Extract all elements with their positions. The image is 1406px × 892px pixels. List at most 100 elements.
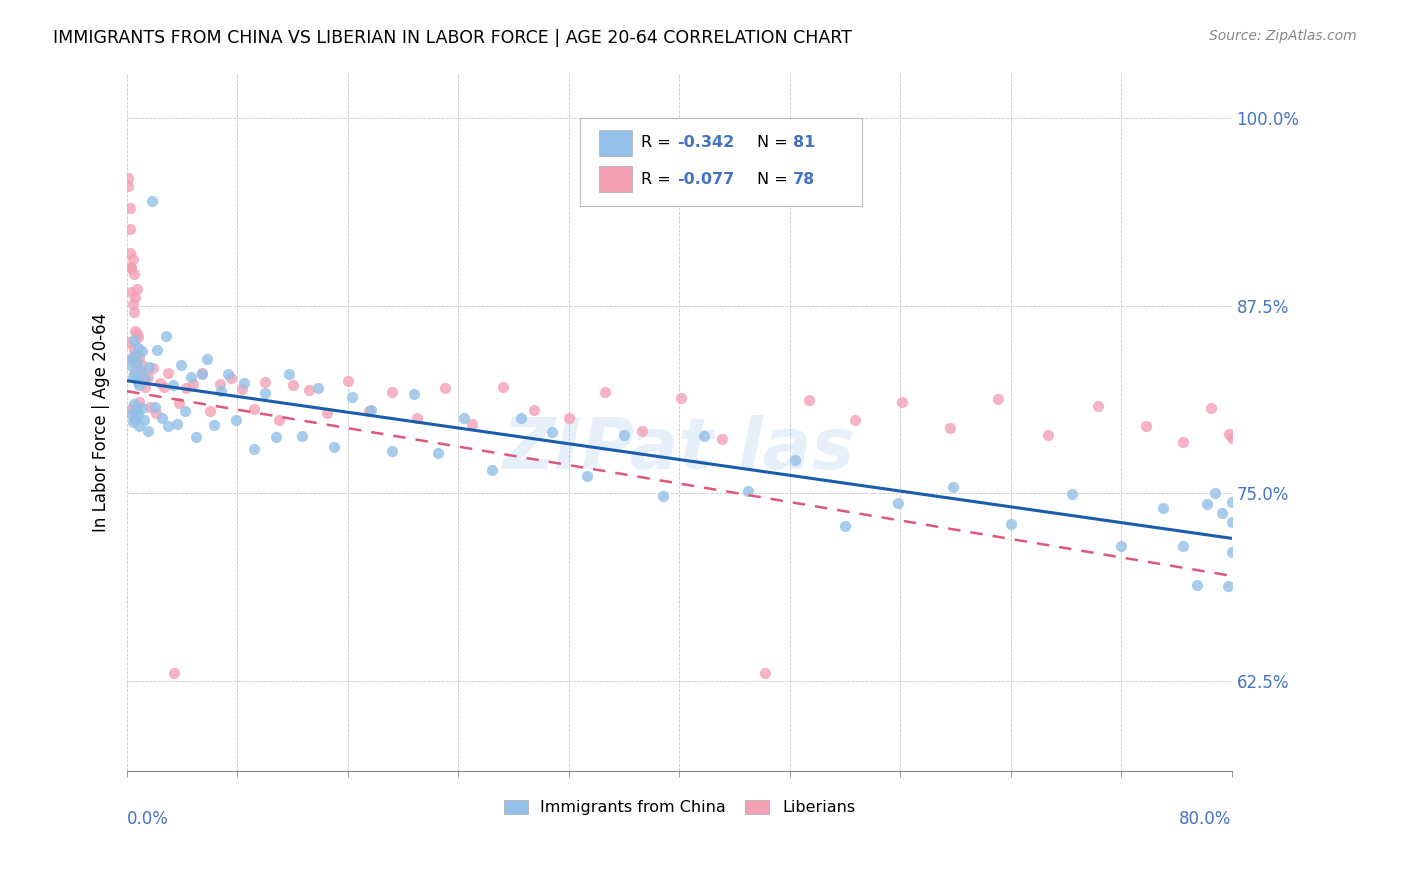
Point — [125, 365, 148, 379]
Point — [125, 374, 148, 388]
Point — [128, 418, 150, 433]
Point — [1173, 434, 1195, 449]
Point — [184, 430, 207, 444]
Point — [593, 384, 616, 399]
Point — [195, 352, 218, 367]
Text: N =: N = — [756, 171, 793, 186]
Point — [323, 440, 346, 454]
Point — [122, 397, 145, 411]
Point — [138, 359, 160, 374]
Point — [128, 378, 150, 392]
Point — [243, 401, 266, 416]
Point — [1135, 419, 1157, 434]
Point — [118, 201, 141, 215]
Point — [131, 401, 153, 416]
Point — [461, 417, 484, 431]
Point — [125, 282, 148, 296]
Point — [1204, 486, 1226, 500]
Point — [120, 351, 142, 366]
Point — [523, 402, 546, 417]
Point — [693, 429, 716, 443]
Point — [118, 246, 141, 260]
Point — [575, 468, 598, 483]
Point — [150, 411, 173, 425]
Point — [170, 358, 193, 372]
Point — [121, 415, 143, 429]
Point — [291, 428, 314, 442]
Point — [1220, 515, 1243, 529]
Point — [136, 425, 159, 439]
Point — [143, 400, 166, 414]
Point — [754, 666, 776, 681]
Point — [737, 484, 759, 499]
Text: 78: 78 — [793, 171, 815, 186]
Point — [509, 411, 531, 425]
Point — [558, 411, 581, 425]
Point — [129, 363, 152, 377]
Point — [307, 381, 329, 395]
Point — [124, 412, 146, 426]
Text: IMMIGRANTS FROM CHINA VS LIBERIAN IN LABOR FORCE | AGE 20-64 CORRELATION CHART: IMMIGRANTS FROM CHINA VS LIBERIAN IN LAB… — [53, 29, 852, 46]
Point — [120, 402, 142, 417]
Point — [613, 428, 636, 442]
Point — [124, 324, 146, 338]
Point — [129, 365, 152, 379]
FancyBboxPatch shape — [599, 166, 631, 193]
Point — [122, 305, 145, 319]
Point — [219, 371, 242, 385]
Point — [254, 386, 277, 401]
Point — [1195, 497, 1218, 511]
Point — [254, 375, 277, 389]
Point — [1087, 399, 1109, 413]
Point — [381, 384, 404, 399]
Point — [118, 358, 141, 372]
Legend: Immigrants from China, Liberians: Immigrants from China, Liberians — [503, 800, 855, 815]
Point — [336, 374, 359, 388]
Point — [180, 369, 202, 384]
Point — [120, 261, 142, 276]
Text: ZIPat las: ZIPat las — [503, 416, 856, 484]
Point — [149, 376, 172, 390]
Point — [118, 222, 141, 236]
Point — [181, 376, 204, 391]
Point — [120, 407, 142, 421]
Point — [1060, 487, 1083, 501]
Point — [176, 381, 198, 395]
Point — [267, 413, 290, 427]
Point — [117, 171, 139, 186]
Point — [117, 334, 139, 349]
Point — [190, 366, 212, 380]
Point — [669, 391, 692, 405]
Point — [1187, 578, 1209, 592]
Point — [651, 489, 673, 503]
Point — [124, 357, 146, 371]
Point — [453, 411, 475, 425]
Point — [785, 452, 807, 467]
Point — [190, 367, 212, 381]
Point — [121, 370, 143, 384]
Point — [1211, 506, 1233, 520]
Point — [381, 444, 404, 458]
Point — [208, 377, 231, 392]
Point — [357, 404, 380, 418]
Point — [987, 392, 1010, 407]
Point — [491, 379, 513, 393]
Point — [127, 330, 149, 344]
Point — [1000, 517, 1022, 532]
Point — [127, 341, 149, 355]
FancyBboxPatch shape — [579, 119, 862, 206]
Point — [121, 297, 143, 311]
Point — [1036, 427, 1059, 442]
Point — [844, 413, 866, 427]
Point — [121, 350, 143, 364]
Point — [124, 290, 146, 304]
Point — [134, 380, 156, 394]
Point — [122, 367, 145, 381]
Text: Source: ZipAtlas.com: Source: ZipAtlas.com — [1209, 29, 1357, 43]
Point — [166, 417, 188, 432]
Text: R =: R = — [641, 171, 675, 186]
Point — [277, 367, 299, 381]
Point — [134, 371, 156, 385]
Text: R =: R = — [641, 136, 675, 150]
Point — [121, 252, 143, 267]
